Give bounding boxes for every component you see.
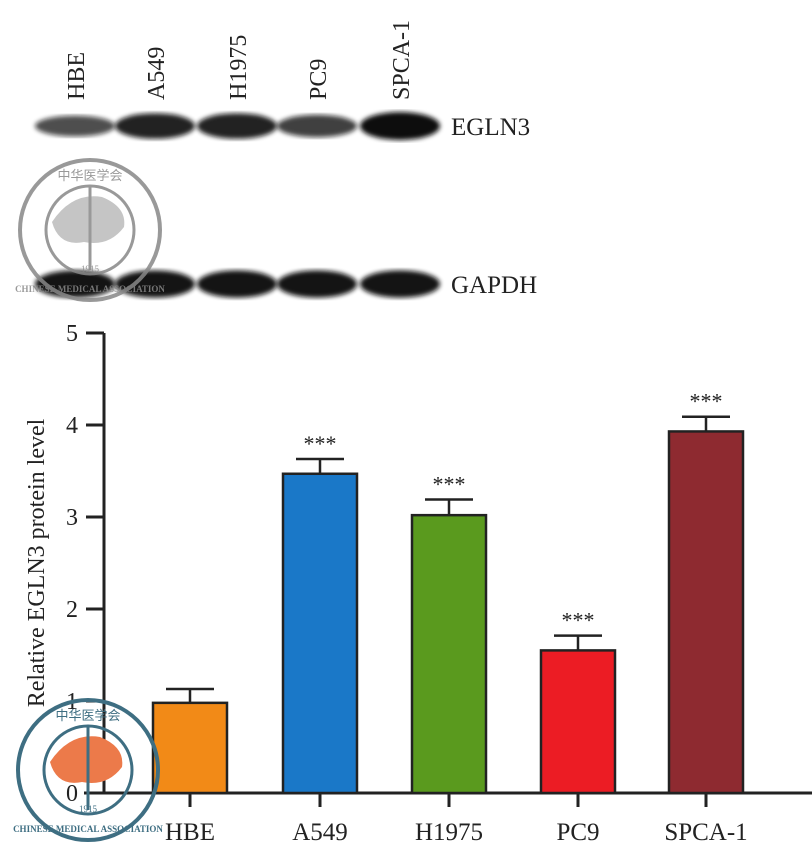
- blot-band: [115, 270, 195, 298]
- bar-hbe: [151, 701, 229, 795]
- blot-lane-label: HBE: [64, 52, 90, 100]
- y-tick-label: 3: [66, 505, 78, 531]
- logo-outer-ring: [18, 158, 162, 302]
- y-tick-label: 0: [66, 781, 78, 807]
- logo-english-text: CHINESE MEDICAL ASSOCIATION: [13, 824, 163, 834]
- bar-spca-1: [667, 430, 745, 795]
- logo-chinese-text: 中华医学会: [55, 708, 120, 723]
- significance-label: ***: [690, 389, 723, 414]
- blot-band: [197, 270, 277, 298]
- logo-english-text: CHINESE MEDICAL ASSOCIATION: [15, 284, 165, 294]
- blot-band: [35, 115, 115, 137]
- blot-band: [277, 270, 357, 298]
- x-tick-label: HBE: [165, 819, 215, 846]
- x-tick-label: H1975: [415, 819, 483, 846]
- x-tick-label: A549: [292, 819, 348, 846]
- significance-label: ***: [562, 608, 595, 633]
- y-tick-label: 4: [66, 413, 78, 439]
- blot-band: [360, 270, 440, 298]
- significance-label: ***: [433, 472, 466, 497]
- bar-a549: [281, 472, 359, 795]
- blot-row-label: EGLN3: [451, 114, 530, 141]
- y-axis-label: Relative EGLN3 protein level: [24, 418, 50, 707]
- logo-year: 1915: [81, 264, 100, 274]
- logo-year: 1915: [79, 804, 98, 814]
- blot-lane-label: A549: [144, 47, 170, 100]
- blot-lane-label: PC9: [306, 59, 332, 100]
- x-tick-label: SPCA-1: [664, 819, 747, 846]
- blot-band: [360, 112, 440, 140]
- blot-band: [115, 113, 195, 139]
- blot-lane-label: H1975: [226, 35, 252, 100]
- y-tick-label: 5: [66, 321, 78, 347]
- x-tick-label: PC9: [556, 819, 599, 846]
- blot-row-label: GAPDH: [451, 272, 537, 299]
- significance-label: ***: [304, 431, 337, 456]
- watermark-logo: 中华医学会 1915 CHINESE MEDICAL ASSOCIATION: [15, 158, 165, 302]
- bar-h1975: [410, 513, 488, 795]
- blot-lane-label: SPCA-1: [389, 20, 415, 100]
- logo-map: [50, 736, 123, 783]
- logo-outer-ring: [16, 698, 160, 842]
- blot-band: [197, 113, 277, 139]
- watermark-logo: 中华医学会 1915 CHINESE MEDICAL ASSOCIATION: [13, 698, 163, 842]
- y-tick-label: 2: [66, 597, 78, 623]
- blot-band: [277, 114, 357, 138]
- bar-pc9: [539, 649, 617, 795]
- logo-map: [52, 196, 125, 243]
- logo-chinese-text: 中华医学会: [57, 168, 122, 183]
